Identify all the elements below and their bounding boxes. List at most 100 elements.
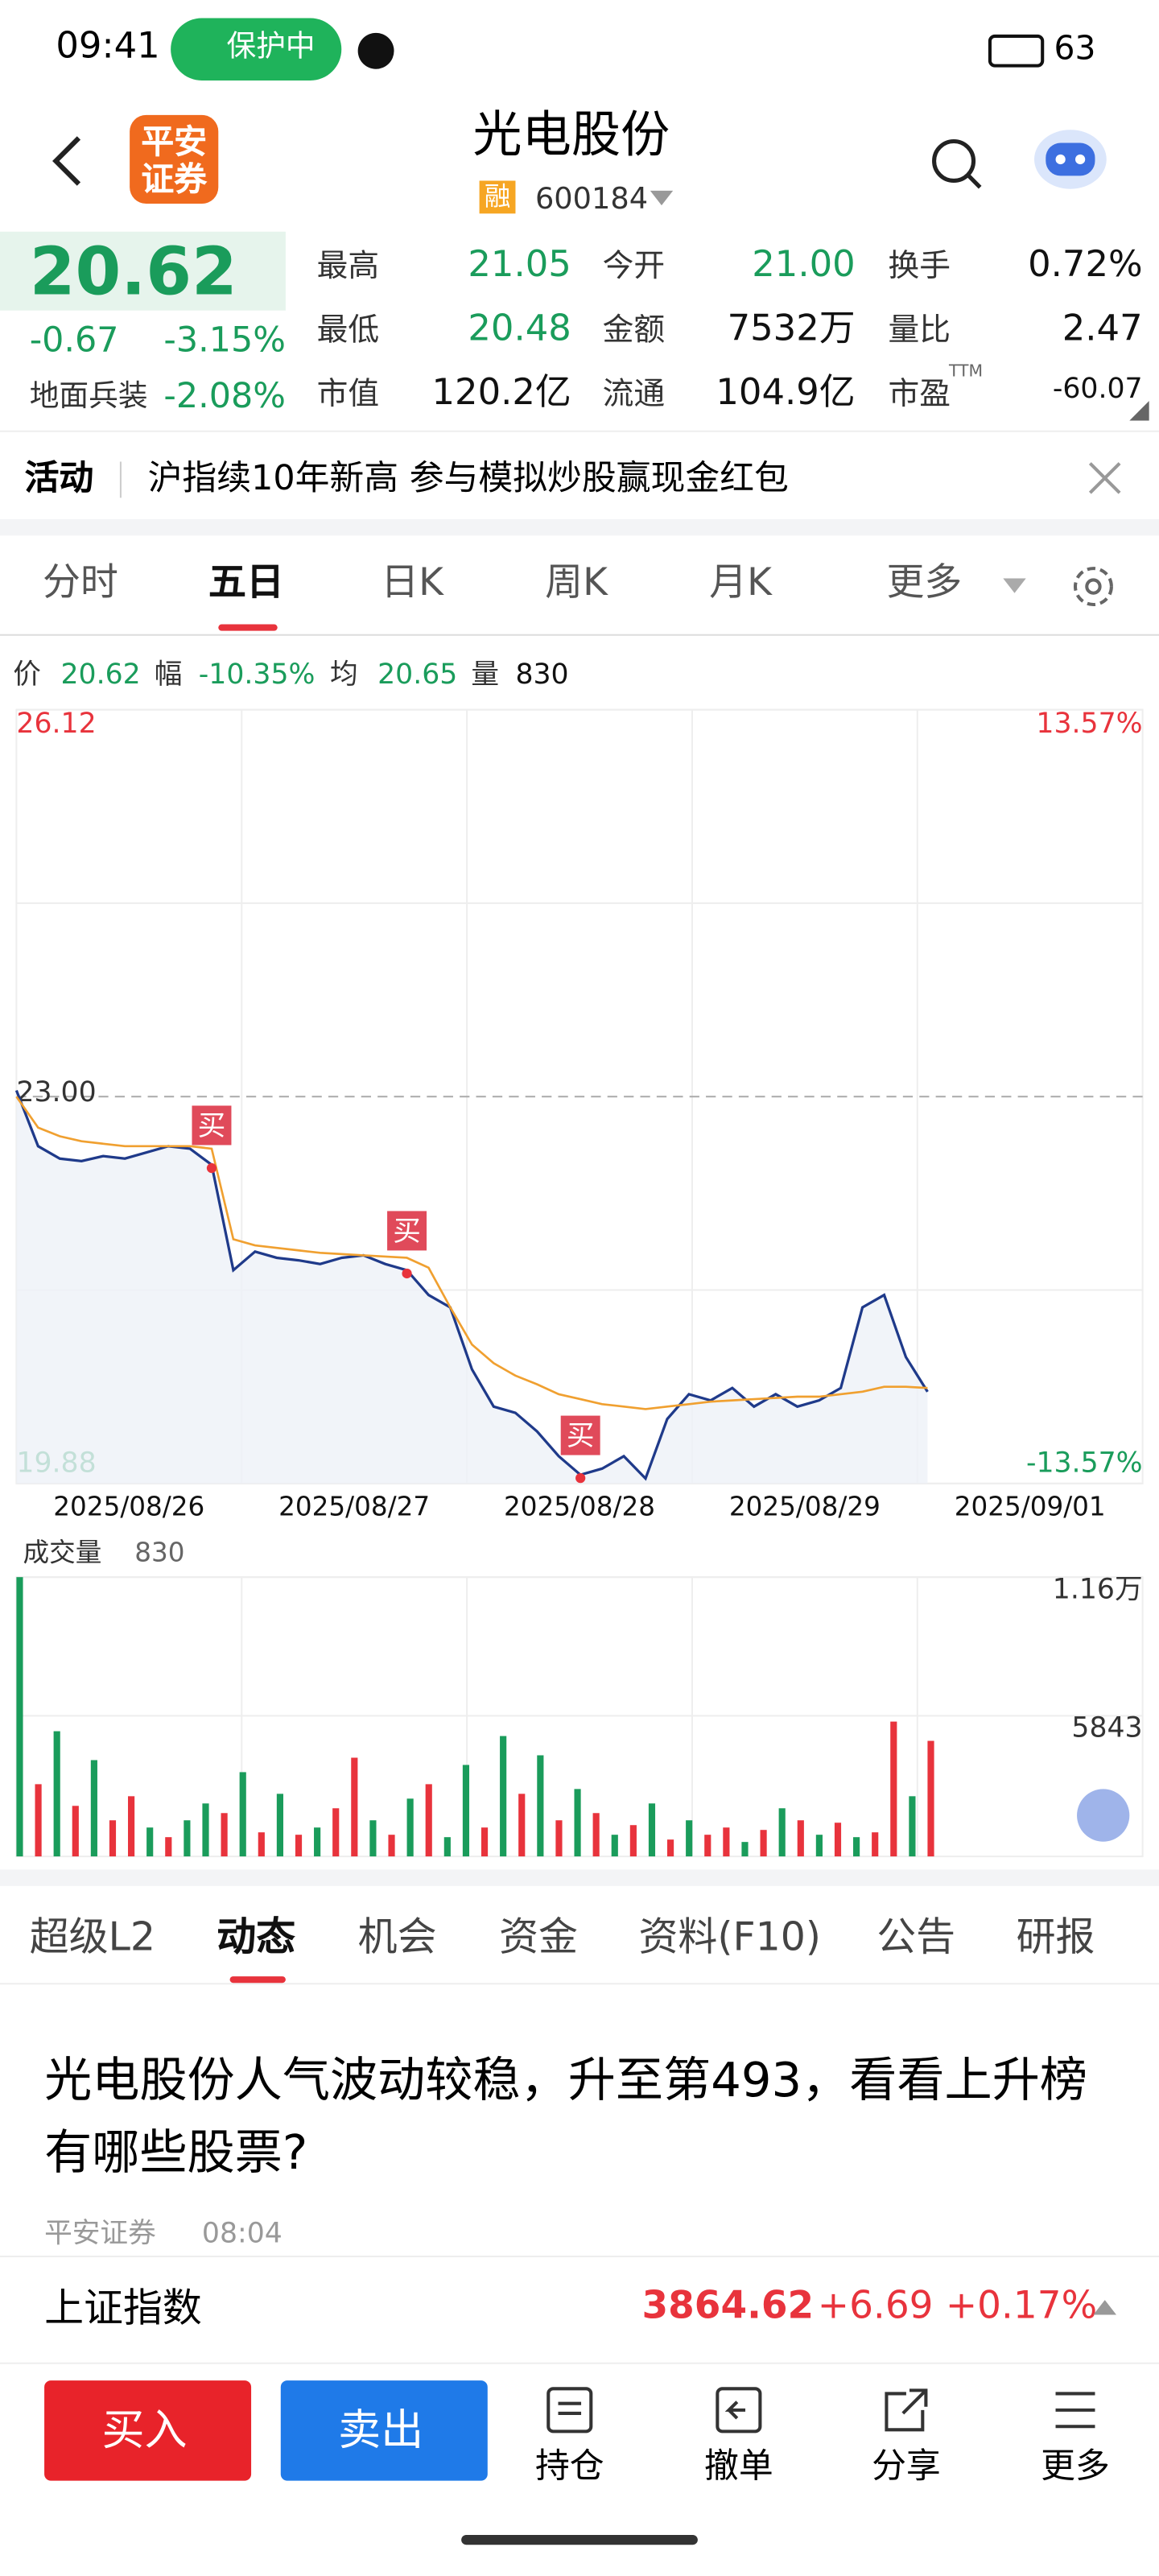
period-tab[interactable]: 五日 [208, 561, 284, 605]
volume-bar [927, 1740, 934, 1857]
volume-bar [184, 1820, 191, 1857]
dot [357, 32, 394, 69]
badge-bg [171, 18, 342, 80]
nav-icon[interactable] [1049, 2384, 1101, 2436]
close[interactable] [1087, 460, 1123, 496]
price-bg [0, 231, 286, 311]
back[interactable] [43, 131, 92, 190]
period-tab[interactable]: 周K [545, 561, 608, 605]
field-label: 量比 [888, 312, 951, 349]
x-tick-label: 2025/09/01 [955, 1491, 1106, 1521]
stock-name: 光电股份 [472, 106, 670, 165]
volume-bar [276, 1794, 283, 1857]
volume-bar [314, 1827, 321, 1857]
field-value: 2.47 [1062, 308, 1143, 350]
chart: 价20.62幅-10.35%均20.65量83026.1223.0019.881… [13, 658, 1144, 1858]
period-tab[interactable]: 更多 [886, 561, 963, 605]
gap [0, 518, 1159, 536]
info-value: 20.65 [377, 658, 457, 691]
volume-bar [890, 1721, 897, 1857]
article-source: 平安证券 [44, 2218, 156, 2251]
dropdown[interactable] [650, 190, 674, 207]
code[interactable]: 600184 [534, 182, 649, 217]
nav-label[interactable]: 持仓 [534, 2446, 604, 2486]
volume-bar [146, 1827, 154, 1857]
buy-button[interactable] [44, 2380, 252, 2481]
price-area [16, 1090, 928, 1484]
settings[interactable] [1070, 564, 1116, 609]
badge: 保护中 [226, 29, 316, 64]
logo [130, 114, 219, 204]
volume-bar [760, 1830, 767, 1857]
field-value: 104.9亿 [716, 373, 856, 415]
period-tab[interactable]: 日K [381, 561, 443, 605]
volume-bar [666, 1839, 674, 1857]
period-tab[interactable]: 月K [709, 561, 772, 605]
volume-bar [72, 1806, 79, 1857]
info-label: 价 [13, 658, 41, 691]
news-tab[interactable]: 超级L2 [29, 1913, 156, 1960]
field-label: 今开 [602, 248, 666, 285]
fullscreen-btn[interactable] [1077, 1789, 1130, 1842]
volume-bar [239, 1772, 246, 1857]
buy-badge [560, 1415, 600, 1455]
news-tab[interactable]: 机会 [357, 1913, 437, 1960]
assistant[interactable] [1031, 125, 1110, 194]
volume-bar [815, 1835, 823, 1857]
article-time: 08:04 [201, 2218, 283, 2251]
index-change: +6.69 [817, 2285, 934, 2328]
volume-bar [629, 1825, 637, 1857]
index-bar[interactable] [0, 2256, 1159, 2364]
news-tab[interactable]: 资金 [499, 1913, 578, 1960]
news-tab[interactable]: 公告 [876, 1913, 956, 1960]
info-value: -10.35% [199, 658, 316, 691]
banner-text[interactable]: 沪指续10年新高 参与模拟炒股赢现金红包 [147, 458, 789, 498]
volume-bar [704, 1835, 711, 1857]
news-tab[interactable]: 动态 [217, 1913, 296, 1960]
volume-bar [221, 1813, 228, 1857]
volume-bar [109, 1820, 117, 1857]
news-tab[interactable]: 研报 [1016, 1913, 1095, 1960]
x-tick-label: 2025/08/27 [278, 1491, 430, 1521]
buy-badge [192, 1105, 232, 1146]
sep [119, 461, 122, 498]
nav-icon[interactable] [712, 2384, 765, 2436]
field-value: 7532万 [727, 308, 856, 350]
volume-bar [797, 1820, 804, 1857]
volume-bar [406, 1798, 414, 1857]
search[interactable] [927, 134, 986, 193]
period-tab[interactable]: 分时 [43, 561, 118, 605]
volume-bar [537, 1755, 544, 1857]
nav-label[interactable]: 更多 [1041, 2446, 1110, 2486]
buy-label: 买 [393, 1216, 421, 1248]
article-title[interactable]: 光电股份人气波动较稳，升至第493，看看上升榜有哪些股票? [44, 2051, 1088, 2181]
nav-label[interactable]: 分享 [872, 2446, 941, 2486]
battery-icon [988, 34, 1045, 68]
volume-bar [686, 1820, 693, 1857]
news-tab[interactable]: 资料(F10) [638, 1913, 822, 1960]
nav-label[interactable]: 撤单 [704, 2446, 773, 2486]
volume-bar [481, 1827, 489, 1857]
tab-underline [229, 1976, 286, 1984]
volume-bar [202, 1803, 209, 1857]
field-value: 20.48 [468, 308, 571, 350]
nav-icon[interactable] [880, 2384, 932, 2436]
volume-bar [853, 1837, 860, 1857]
y-tick-label: 26.12 [16, 708, 96, 740]
field-label: 换手 [888, 248, 951, 285]
buy-badge [387, 1211, 427, 1251]
index-name: 上证指数 [44, 2285, 202, 2331]
volume-bar [16, 1577, 23, 1857]
volume-current: 830 [134, 1538, 184, 1568]
buy-label: 买 [567, 1420, 595, 1452]
buy-label: 买 [198, 1110, 226, 1142]
buy-dot [575, 1473, 586, 1484]
sell-button[interactable] [280, 2380, 488, 2481]
volume-title: 成交量 [23, 1538, 102, 1568]
volume-bar [53, 1731, 60, 1857]
nav-icon[interactable] [543, 2384, 596, 2436]
volume-bar [351, 1757, 358, 1857]
info-value: 830 [515, 658, 568, 691]
